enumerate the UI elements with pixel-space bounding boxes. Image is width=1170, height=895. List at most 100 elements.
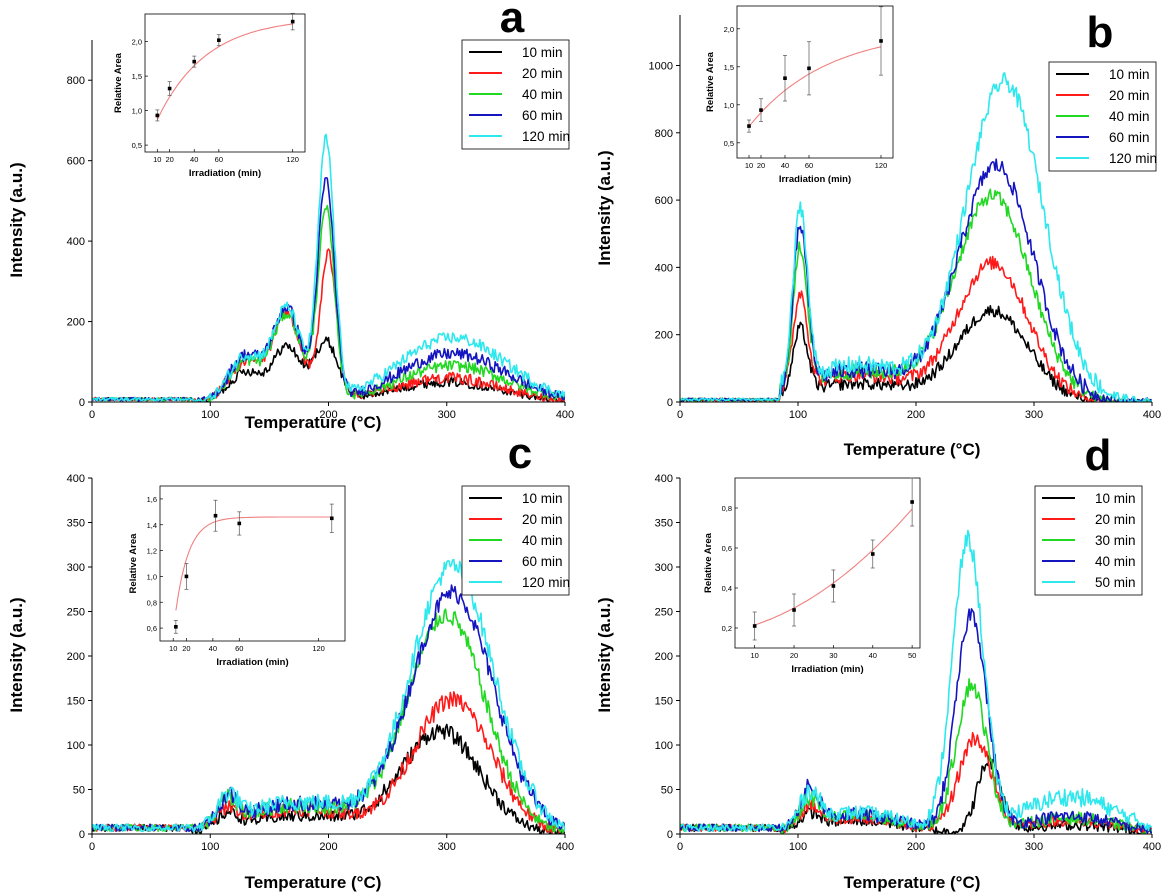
inset-x-tick-label: 20 <box>165 155 173 164</box>
legend-label: 40 min <box>522 87 563 102</box>
series-line <box>680 72 1152 402</box>
y-axis-title: Intensity (a.u.) <box>7 162 26 277</box>
inset-frame <box>734 477 921 649</box>
inset-y-tick-label: 1,4 <box>147 521 157 530</box>
inset-x-tick-label: 20 <box>182 644 190 653</box>
x-tick-label: 300 <box>438 409 456 421</box>
y-tick-label: 250 <box>67 607 85 619</box>
legend-label: 40 min <box>1109 109 1150 124</box>
x-axis-title: Temperature (°C) <box>844 440 981 459</box>
legend-label: 10 min <box>1095 491 1136 506</box>
inset-point <box>167 86 172 91</box>
inset-x-tick-label: 40 <box>190 155 198 164</box>
panel-letter: b <box>1087 8 1114 57</box>
legend-label: 10 min <box>522 45 563 60</box>
legend-label: 10 min <box>522 491 563 506</box>
y-axis-title: Intensity (a.u.) <box>7 597 26 712</box>
panel-letter: d <box>1085 431 1112 480</box>
inset-y-tick-label: 0,4 <box>722 584 732 593</box>
series-line <box>92 133 565 402</box>
y-tick-label: 50 <box>661 785 673 797</box>
y-tick-label: 400 <box>655 473 673 485</box>
inset-x-tick-label: 20 <box>757 161 765 170</box>
inset-y-tick-label: 2,0 <box>132 38 142 47</box>
legend-label: 120 min <box>522 575 570 590</box>
series-group <box>92 558 565 834</box>
panel-d: 0 100 200 300 400 0 50 100 150 200 250 300 350 400 Tem… <box>595 431 1161 892</box>
inset-x-tick-label: 30 <box>829 651 837 660</box>
series-line <box>92 248 565 402</box>
inset-x-tick-label: 40 <box>869 651 877 660</box>
panel-b: 0 100 200 300 400 0 200 400 600 800 1000 Temperatur… <box>595 5 1161 459</box>
y-tick-label: 100 <box>655 740 673 752</box>
inset-x-tick-label: 10 <box>169 644 177 653</box>
y-axis-title: Intensity (a.u.) <box>595 597 614 712</box>
panel-a: 0 100 200 300 400 0 200 400 600 800 Temperature (°… <box>7 0 574 432</box>
y-tick-label: 350 <box>67 518 85 530</box>
x-axis-title: Temperature (°C) <box>844 873 981 892</box>
legend-label: 50 min <box>1095 575 1136 590</box>
inset-fit-curve <box>175 516 332 611</box>
inset-x-tick-label: 50 <box>908 651 916 660</box>
inset-y-tick-label: 1,5 <box>132 72 142 81</box>
inset-x-title: Irradiation (min) <box>779 174 851 185</box>
inset-x-tick-label: 120 <box>286 155 299 164</box>
inset-x-tick-label: 120 <box>875 161 888 170</box>
inset-y-title: Relative Area <box>703 532 714 593</box>
inset-x-tick-label: 60 <box>235 644 243 653</box>
inset-point <box>910 500 914 504</box>
inset: 10 20 30 40 50 0,2 0,4 0,6 0,8 Irradiation (min) R… <box>703 477 921 675</box>
inset-point <box>213 513 218 518</box>
inset-point <box>831 584 836 588</box>
legend-label: 20 min <box>1095 512 1136 527</box>
x-tick-label: 400 <box>1143 409 1161 421</box>
inset-y-tick-label: 1,6 <box>147 495 157 504</box>
legend: 10 min 20 min 30 min 40 min 50 min <box>1034 485 1143 596</box>
series-group <box>680 529 1152 834</box>
inset-point <box>217 38 221 43</box>
inset: 10 20 40 60 120 0,6 0,8 1,0 1,2 1,4 1,6 Irradiation… <box>128 485 346 668</box>
x-tick-label: 0 <box>89 409 95 421</box>
y-tick-label: 250 <box>655 607 673 619</box>
x-tick-label: 400 <box>1143 841 1161 853</box>
inset-frame <box>736 5 894 159</box>
inset-y-title: Relative Area <box>113 52 124 113</box>
inset-fit-curve <box>156 23 293 120</box>
legend-label: 10 min <box>1109 67 1150 82</box>
y-tick-label: 800 <box>655 128 673 140</box>
x-tick-label: 100 <box>789 409 807 421</box>
y-tick-label: 350 <box>655 518 673 530</box>
inset-point <box>155 113 160 118</box>
series-line <box>680 678 1152 834</box>
y-tick-label: 0 <box>667 397 673 409</box>
series-line <box>680 188 1152 402</box>
inset-y-tick-label: 1,0 <box>724 101 734 110</box>
inset-point <box>759 108 763 112</box>
y-tick-label: 600 <box>655 195 673 207</box>
inset-y-title: Relative Area <box>128 533 139 594</box>
inset-x-title: Irradiation (min) <box>791 664 863 675</box>
legend-label: 120 min <box>522 129 570 144</box>
inset-y-tick-label: 1,2 <box>147 547 157 556</box>
y-tick-label: 200 <box>67 651 85 663</box>
inset-point <box>237 521 242 526</box>
y-tick-label: 0 <box>79 397 85 409</box>
inset-point <box>783 76 787 80</box>
inset-y-tick-label: 1,0 <box>147 572 157 581</box>
panel-letter: c <box>508 429 532 478</box>
y-tick-label: 300 <box>67 562 85 574</box>
inset-point <box>174 624 178 629</box>
legend-label: 120 min <box>1109 151 1157 166</box>
legend-label: 20 min <box>1109 88 1150 103</box>
inset-x-tick-label: 60 <box>805 161 813 170</box>
y-tick-label: 600 <box>67 156 85 168</box>
series-line <box>92 558 565 833</box>
inset-fit-curve <box>748 46 882 127</box>
x-tick-label: 200 <box>907 409 925 421</box>
inset-x-tick-label: 20 <box>790 651 798 660</box>
x-axis-title: Temperature (°C) <box>245 873 382 892</box>
legend: 10 min 20 min 40 min 60 min 120 min <box>461 485 570 596</box>
inset-y-title: Relative Area <box>705 51 716 112</box>
x-tick-label: 300 <box>1025 841 1043 853</box>
y-tick-label: 400 <box>655 262 673 274</box>
